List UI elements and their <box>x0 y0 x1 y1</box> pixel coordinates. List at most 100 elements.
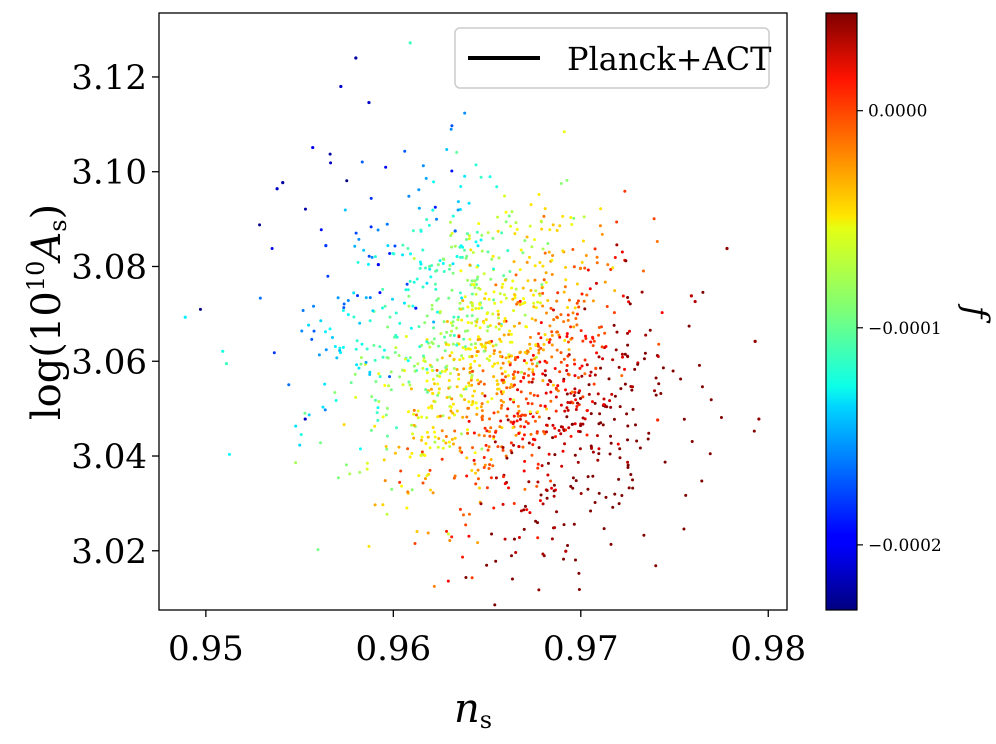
scatter-point <box>530 402 534 406</box>
scatter-point <box>430 303 434 307</box>
scatter-point <box>376 262 380 267</box>
scatter-point <box>460 296 464 300</box>
scatter-point <box>449 127 453 131</box>
scatter-point <box>518 268 522 272</box>
scatter-point <box>431 377 435 381</box>
scatter-point <box>425 367 429 371</box>
scatter-point <box>591 344 595 348</box>
scatter-point <box>633 367 637 371</box>
scatter-point <box>526 421 530 425</box>
scatter-point <box>605 304 609 308</box>
scatter-point <box>527 480 531 484</box>
scatter-point <box>456 200 460 204</box>
scatter-point <box>659 392 663 396</box>
scatter-point <box>585 433 589 437</box>
scatter-point <box>429 404 433 408</box>
scatter-point <box>356 294 359 298</box>
scatter-point <box>483 297 487 301</box>
plot-frame <box>158 12 788 611</box>
scatter-point <box>435 368 439 372</box>
scatter-point <box>448 333 452 337</box>
scatter-point <box>554 386 558 390</box>
scatter-point <box>529 203 533 207</box>
scatter-point <box>477 382 481 386</box>
scatter-point <box>447 440 451 444</box>
scatter-point <box>398 375 402 379</box>
scatter-point <box>646 437 650 441</box>
scatter-point <box>552 494 556 498</box>
scatter-point <box>425 379 429 383</box>
scatter-point <box>517 432 521 436</box>
scatter-point <box>493 362 497 366</box>
scatter-point <box>626 355 630 359</box>
scatter-point <box>477 286 481 290</box>
scatter-point <box>643 351 647 355</box>
scatter-point <box>303 411 307 415</box>
scatter-point <box>385 222 389 226</box>
scatter-point <box>467 419 471 423</box>
scatter-point <box>298 443 302 447</box>
scatter-point <box>603 280 607 284</box>
scatter-point <box>431 208 435 212</box>
scatter-point <box>582 299 586 303</box>
scatter-point <box>465 474 469 478</box>
scatter-point <box>467 534 471 538</box>
scatter-point <box>545 423 549 427</box>
scatter-point <box>470 576 474 580</box>
scatter-point <box>525 349 529 353</box>
scatter-point <box>415 277 419 281</box>
scatter-point <box>467 201 471 205</box>
scatter-point <box>383 304 387 308</box>
scatter-point <box>394 333 398 337</box>
scatter-point <box>512 324 516 328</box>
y-tick-label: 3.02 <box>71 532 147 572</box>
scatter-point <box>609 268 613 272</box>
scatter-point <box>532 293 535 297</box>
scatter-point <box>599 366 603 370</box>
scatter-point <box>335 356 339 360</box>
scatter-point <box>476 541 480 545</box>
scatter-point <box>490 339 494 343</box>
scatter-point <box>521 437 525 441</box>
scatter-point <box>511 426 515 430</box>
scatter-point <box>494 283 498 287</box>
scatter-point <box>393 451 397 455</box>
scatter-point <box>333 345 337 349</box>
scatter-point <box>440 457 444 461</box>
scatter-point <box>565 392 569 396</box>
scatter-point <box>481 369 485 373</box>
scatter-point <box>416 416 420 420</box>
scatter-point <box>566 306 570 310</box>
scatter-point <box>618 456 622 460</box>
scatter-point <box>471 446 475 450</box>
scatter-point <box>497 322 501 326</box>
scatter-point <box>661 366 665 370</box>
scatter-point <box>346 298 350 302</box>
scatter-point <box>461 415 465 419</box>
scatter-point <box>491 312 495 316</box>
scatter-point <box>531 368 535 372</box>
scatter-point <box>609 542 613 546</box>
scatter-point <box>529 289 533 293</box>
scatter-point <box>383 479 387 483</box>
scatter-point <box>449 405 453 409</box>
scatter-point <box>467 381 471 385</box>
scatter-point <box>456 315 460 319</box>
scatter-point <box>501 446 505 450</box>
scatter-point <box>561 449 565 453</box>
scatter-point <box>421 354 425 358</box>
scatter-point <box>542 554 546 558</box>
scatter-point <box>515 227 519 231</box>
scatter-point <box>373 398 377 402</box>
scatter-point <box>465 314 469 318</box>
scatter-point <box>464 256 468 260</box>
scatter-point <box>541 304 545 308</box>
scatter-point <box>506 249 510 253</box>
scatter-point <box>585 409 589 413</box>
scatter-point <box>533 264 537 268</box>
scatter-point <box>503 278 507 282</box>
scatter-point <box>520 413 524 417</box>
scatter-point <box>613 255 617 259</box>
scatter-point <box>543 207 547 211</box>
scatter-point <box>445 396 449 400</box>
